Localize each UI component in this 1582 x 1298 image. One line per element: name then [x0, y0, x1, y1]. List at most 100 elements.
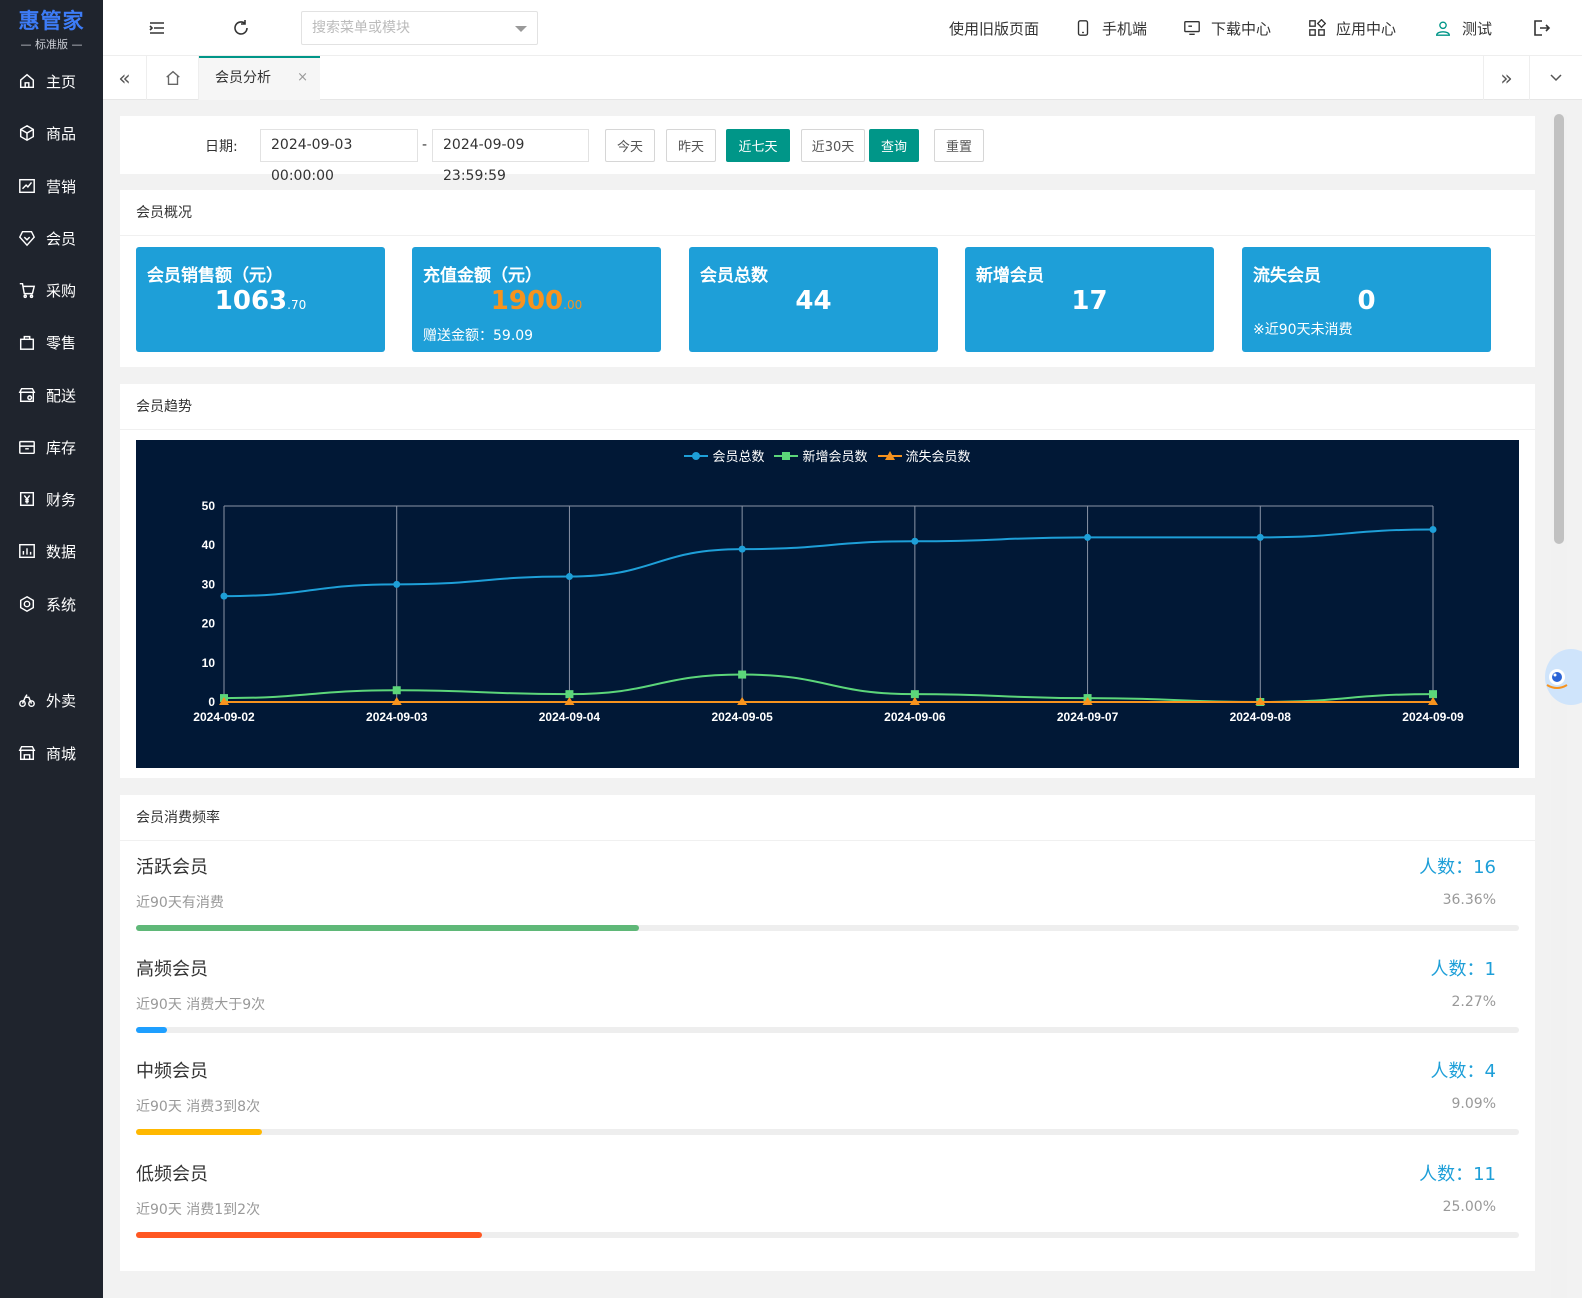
sidebar-item-home[interactable]: 主页 [0, 61, 103, 101]
legend-marker-square [774, 451, 799, 460]
data-point [565, 573, 573, 581]
tab-member-analysis[interactable]: 会员分析 × [199, 56, 320, 100]
app-center-label: 应用中心 [1336, 19, 1397, 38]
monitor-icon [1184, 21, 1200, 35]
storage-icon [19, 440, 35, 455]
search-placeholder: 搜索菜单或模块 [312, 20, 410, 36]
data-point [1255, 697, 1266, 705]
freq-pct: 36.36% [1442, 892, 1496, 908]
freq-pct: 9.09% [1451, 1096, 1496, 1112]
sidebar-item-takeout[interactable]: 外卖 [0, 680, 103, 720]
sidebar-item-data[interactable]: 数据 [0, 531, 103, 571]
date-separator: - [422, 137, 428, 153]
store-icon [18, 387, 36, 403]
sidebar-item-marketing[interactable]: 营销 [0, 166, 103, 206]
sidebar-item-delivery[interactable]: 配送 [0, 375, 103, 415]
progress-track [136, 1232, 1519, 1238]
chevron-down-icon [1550, 74, 1562, 82]
freq-desc: 近90天 消费1到2次 [136, 1202, 261, 1218]
overview-title: 会员概况 [120, 190, 1535, 236]
progress-track [136, 1027, 1519, 1033]
progress-fill [136, 1027, 168, 1033]
sidebar-item-label: 营销 [46, 177, 77, 196]
stat-value: 17 [1071, 286, 1108, 316]
old-version-link[interactable]: 使用旧版页面 [949, 18, 1039, 38]
sidebar-item-finance[interactable]: 财务 [0, 479, 103, 519]
app-center-link[interactable]: 应用中心 [1308, 18, 1396, 38]
sidebar-item-label: 主页 [46, 72, 77, 91]
topbar: 搜索菜单或模块 使用旧版页面 手机端 下载中心 应用中心 测试 [103, 0, 1582, 56]
reset-button[interactable]: 重置 [934, 129, 984, 162]
menu-search-input[interactable]: 搜索菜单或模块 [301, 11, 538, 45]
freq-pct: 2.27% [1451, 994, 1496, 1010]
stat-title: 流失会员 [1253, 266, 1321, 286]
data-point [564, 697, 575, 705]
legend-item-lost[interactable]: 流失会员数 [877, 446, 971, 465]
legend-marker-triangle [877, 450, 902, 460]
tabs-dropdown[interactable] [1529, 56, 1582, 100]
tabs-scroll-left-icon[interactable]: « [103, 56, 147, 100]
close-icon[interactable]: × [297, 70, 308, 85]
user-menu[interactable]: 测试 [1434, 18, 1492, 38]
today-button[interactable]: 今天 [605, 129, 655, 162]
stat-title: 会员总数 [700, 266, 768, 286]
stat-value: 1900.00 [490, 286, 583, 316]
sidebar-item-member[interactable]: 会员 [0, 218, 103, 258]
freq-desc: 近90天有消费 [136, 895, 224, 911]
x-tick-label: 2024-09-08 [1230, 710, 1292, 724]
phone-icon [1077, 20, 1089, 36]
sidebar-item-retail[interactable]: 零售 [0, 322, 103, 362]
sidebar-item-stock[interactable]: 库存 [0, 427, 103, 467]
sidebar-item-goods[interactable]: 商品 [0, 113, 103, 153]
freq-name: 低频会员 [136, 1164, 208, 1185]
data-point [219, 697, 229, 705]
legend-label: 流失会员数 [905, 450, 971, 465]
data-point [393, 580, 401, 588]
refresh-icon[interactable] [231, 18, 251, 38]
download-label: 下载中心 [1211, 19, 1272, 38]
mobile-link[interactable]: 手机端 [1074, 18, 1147, 38]
progress-fill [136, 925, 639, 931]
last-7-days-button[interactable]: 近七天 [726, 129, 790, 162]
legend-item-new[interactable]: 新增会员数 [774, 446, 868, 465]
y-tick-label: 30 [202, 577, 216, 591]
data-point [911, 537, 919, 545]
brand-logo[interactable]: 惠管家 — 标准版 — [0, 0, 103, 56]
legend-item-total[interactable]: 会员总数 [684, 446, 764, 465]
tabs-scroll-right-icon[interactable]: » [1483, 56, 1529, 100]
shop-icon [18, 745, 36, 761]
x-tick-label: 2024-09-02 [193, 710, 255, 724]
apps-icon [1309, 19, 1326, 36]
stat-title: 会员销售额（元） [147, 266, 283, 286]
data-point [1429, 690, 1437, 699]
data-point [220, 592, 228, 600]
home-tab[interactable] [147, 56, 199, 100]
yesterday-button[interactable]: 昨天 [666, 129, 716, 162]
page-scrollbar[interactable] [1551, 114, 1567, 1298]
cart-icon [19, 282, 36, 299]
sidebar-item-system[interactable]: 系统 [0, 584, 103, 624]
date-label: 日期: [205, 139, 238, 155]
frequency-card: 会员消费频率 活跃会员 人数：16 近90天有消费 36.36% 高频会员 人数… [120, 795, 1535, 1271]
start-date-input[interactable]: 2024-09-03 00:00:00 [260, 129, 418, 184]
sidebar-item-label: 外卖 [46, 691, 77, 710]
sidebar: 惠管家 — 标准版 — 主页 商品 营销 会员 采购 零售 配送 库存 财务 数… [0, 0, 103, 1298]
logout-icon[interactable] [1531, 18, 1551, 38]
last-30-days-button[interactable]: 近30天 [801, 129, 865, 162]
sidebar-item-label: 数据 [46, 542, 77, 561]
sidebar-item-purchase[interactable]: 采购 [0, 270, 103, 310]
sidebar-item-label: 零售 [46, 333, 77, 352]
menu-toggle-icon[interactable] [147, 18, 167, 38]
sidebar-item-mall[interactable]: 商城 [0, 733, 103, 773]
download-link[interactable]: 下载中心 [1183, 18, 1271, 38]
freq-row-active: 活跃会员 人数：16 近90天有消费 36.36% [136, 841, 1519, 941]
query-button[interactable]: 查询 [869, 129, 919, 162]
mobile-label: 手机端 [1102, 19, 1148, 38]
stat-note: ※近90天未消费 [1253, 322, 1353, 338]
data-point [909, 697, 920, 705]
assistant-robot-icon[interactable] [1541, 645, 1582, 707]
overview-card: 会员概况 会员销售额（元） 1063.70 充值金额（元） 1900.00 赠送… [120, 190, 1535, 367]
scrollbar-thumb[interactable] [1554, 114, 1564, 544]
end-date-input[interactable]: 2024-09-09 23:59:59 [432, 129, 589, 184]
y-tick-label: 50 [202, 499, 216, 513]
